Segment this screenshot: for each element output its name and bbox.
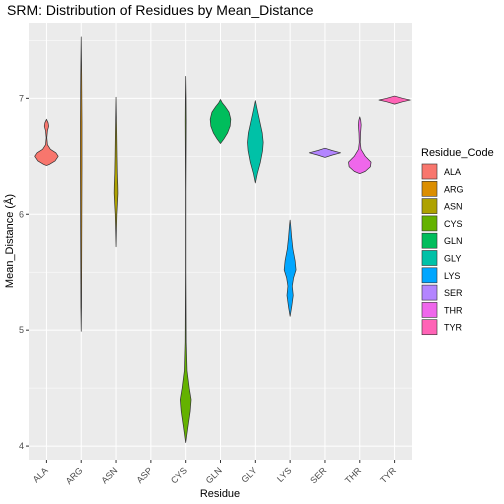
y-tick-label: 5 [19,325,24,335]
x-tick-label: ARG [64,465,85,486]
violin-asn [113,96,119,248]
x-tick-label: ASP [134,465,154,485]
y-tick-label: 6 [19,209,24,219]
legend-swatch-ser [421,284,438,301]
x-axis-title: Residue [200,488,240,500]
legend-title: Residue_Code [421,147,494,159]
legend-label-cys: CYS [444,219,463,229]
y-tick-label: 7 [19,93,24,103]
legend-label-ala: ALA [444,167,461,177]
violin-ser [308,147,341,158]
legend-label-gly: GLY [444,254,461,264]
y-axis-ticks: 4 5 6 7 [19,93,29,451]
legend-label-lys: LYS [444,271,460,281]
x-tick-label: THR [343,465,364,486]
violin-thr [348,116,372,175]
legend-swatch-tyr [421,319,438,336]
x-tick-label: TYR [378,465,398,485]
legend-swatch-cys [421,215,438,232]
x-tick-label: GLY [239,465,258,484]
violin-gln [209,99,232,144]
violin-cys [180,75,192,443]
legend-label-asn: ASN [444,202,463,212]
legend-swatch-arg [421,181,438,197]
chart-title: SRM: Distribution of Residues by Mean_Di… [7,2,314,18]
x-tick-label: ALA [31,465,50,484]
x-axis-ticks: ALA ARG ASN ASP CYS GLN GLY LYS SER THR TYR [31,460,398,486]
legend: Residue_Code ALA ARG ASN CYS GLN GLY LYS SER THR… [421,147,494,336]
legend-swatch-gly [421,250,438,266]
legend-label-gln: GLN [444,236,463,246]
y-axis-title: Mean_Distance (Å) [3,194,16,288]
violins [34,36,411,443]
violin-lys [283,219,297,317]
legend-swatch-gln [421,232,438,249]
x-tick-label: LYS [275,465,294,484]
legend-swatch-thr [421,302,438,318]
x-tick-label: GLN [204,465,224,485]
violin-gly [247,100,264,184]
legend-swatch-asn [421,198,438,214]
x-tick-label: SER [308,465,329,486]
violin-arg [80,36,83,332]
legend-swatch-lys [421,267,438,284]
legend-swatch-ala [421,163,438,180]
x-tick-label: ASN [99,465,119,485]
x-tick-label: CYS [169,465,189,485]
legend-label-ser: SER [444,288,463,298]
violin-tyr [378,95,411,105]
legend-label-tyr: TYR [444,323,463,333]
legend-label-arg: ARG [444,184,464,194]
y-tick-label: 4 [19,441,24,451]
violin-ala [34,118,59,166]
legend-label-thr: THR [444,305,463,315]
